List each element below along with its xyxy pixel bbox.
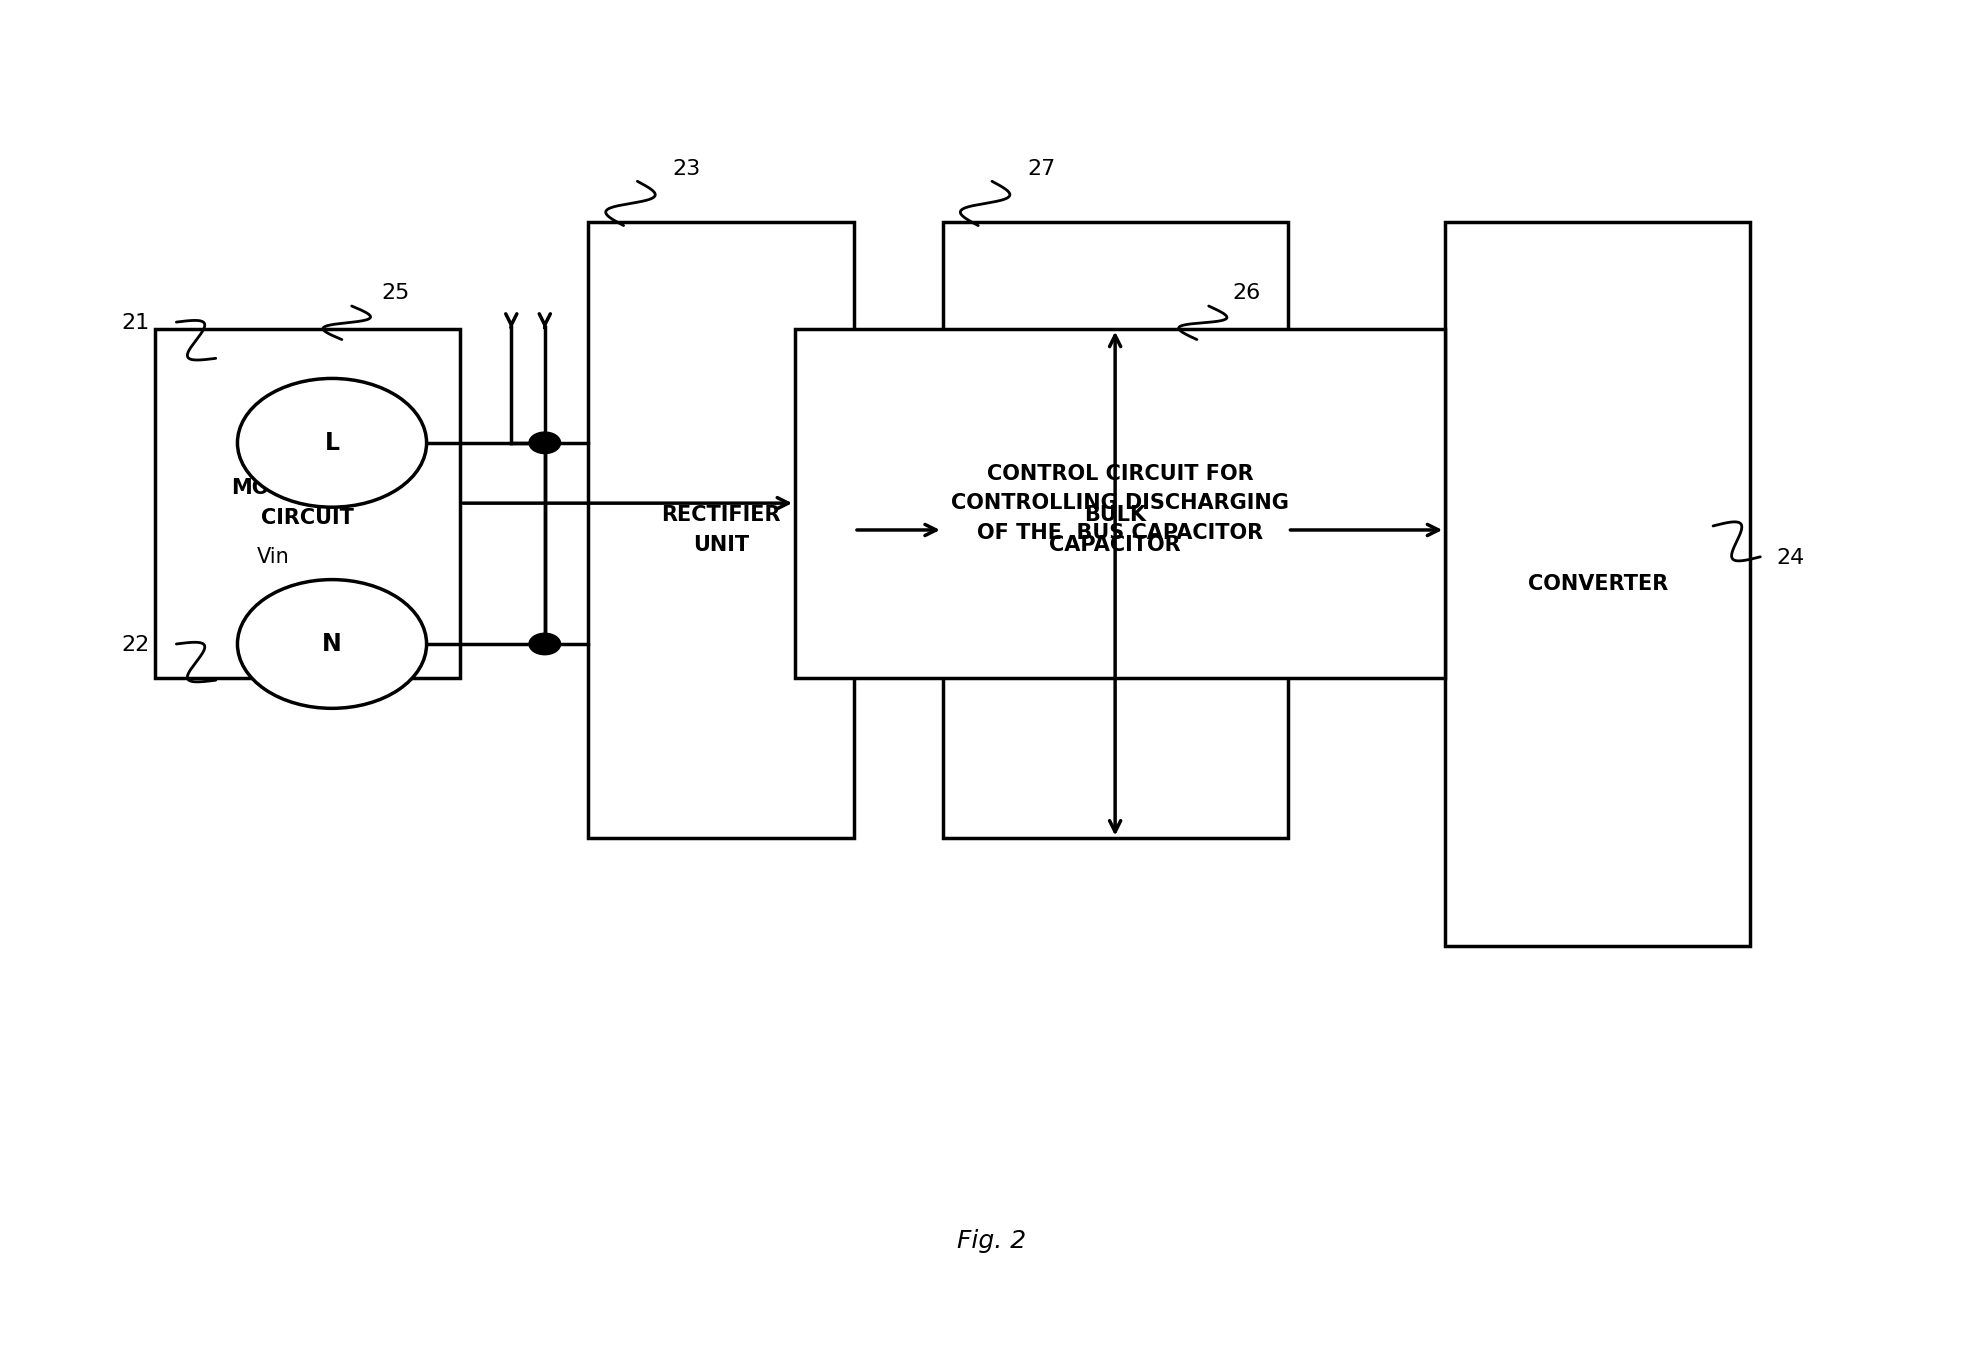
Bar xyxy=(587,221,853,839)
Bar xyxy=(155,329,460,678)
Text: RECTIFIER
UNIT: RECTIFIER UNIT xyxy=(661,505,782,554)
Circle shape xyxy=(530,633,561,654)
Text: 27: 27 xyxy=(1028,159,1055,179)
Text: 25: 25 xyxy=(381,283,409,304)
Text: 21: 21 xyxy=(121,313,149,333)
Text: BULK
CAPACITOR: BULK CAPACITOR xyxy=(1050,505,1180,554)
Text: 22: 22 xyxy=(121,634,149,654)
Text: L: L xyxy=(325,431,339,455)
Circle shape xyxy=(238,378,427,507)
Text: Fig. 2: Fig. 2 xyxy=(958,1229,1026,1253)
Text: 23: 23 xyxy=(673,159,700,179)
Text: 24: 24 xyxy=(1776,547,1803,568)
Text: 26: 26 xyxy=(1232,283,1260,304)
Text: CONTROL CIRCUIT FOR
CONTROLLING DISCHARGING
OF THE  BUS CAPACITOR: CONTROL CIRCUIT FOR CONTROLLING DISCHARG… xyxy=(950,463,1290,543)
Text: N: N xyxy=(321,631,341,656)
Text: CONVERTER: CONVERTER xyxy=(1528,573,1669,593)
Bar xyxy=(796,329,1444,678)
Bar xyxy=(1444,221,1750,946)
Circle shape xyxy=(530,432,561,454)
Text: Vin: Vin xyxy=(258,547,290,566)
Bar xyxy=(942,221,1288,839)
Circle shape xyxy=(238,580,427,709)
Text: MONITORING
CIRCUIT: MONITORING CIRCUIT xyxy=(230,478,385,528)
